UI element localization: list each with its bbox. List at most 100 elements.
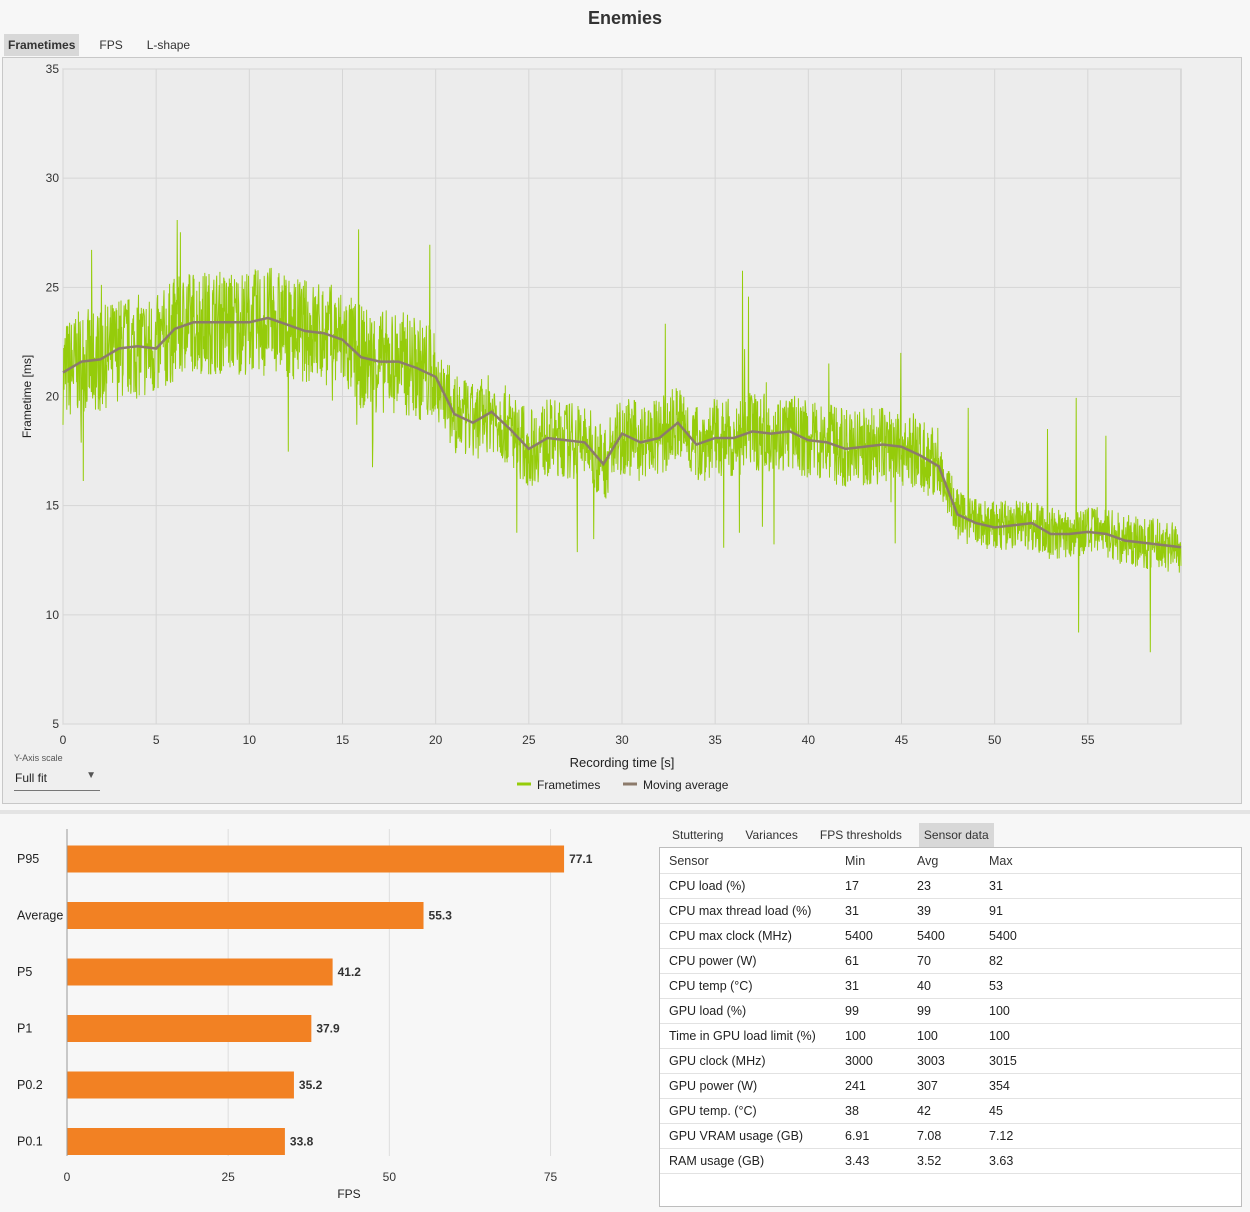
sensor-name: GPU load (%) — [660, 998, 836, 1024]
min-value: 31 — [836, 898, 908, 924]
min-value: 5400 — [836, 923, 908, 949]
table-row[interactable]: GPU load (%) 99 99 100 — [660, 998, 1241, 1024]
sensor-data-panel: Sensor Min Avg Max CPU load (%) 17 23 31 CPU… — [659, 847, 1242, 1207]
sensor-name: CPU max thread load (%) — [660, 898, 836, 924]
table-row[interactable]: GPU clock (MHz) 3000 3003 3015 — [660, 1048, 1241, 1074]
sensor-name: CPU temp (°C) — [660, 973, 836, 999]
x-axis-label: FPS — [337, 1187, 360, 1201]
x-tick-label: 5 — [153, 733, 160, 747]
min-value: 38 — [836, 1098, 908, 1124]
x-tick-label: 35 — [708, 733, 722, 747]
max-value: 31 — [980, 873, 1241, 899]
min-value: 61 — [836, 948, 908, 974]
table-row[interactable]: GPU VRAM usage (GB) 6.91 7.08 7.12 — [660, 1123, 1241, 1149]
sensor-table: Sensor Min Avg Max CPU load (%) 17 23 31 CPU… — [660, 848, 1241, 1174]
x-tick-label: 15 — [336, 733, 350, 747]
x-tick-label: 45 — [895, 733, 909, 747]
legend-label: Moving average — [643, 778, 729, 792]
bar-value-label: 35.2 — [299, 1078, 323, 1092]
max-value: 354 — [980, 1073, 1241, 1099]
table-row[interactable]: CPU power (W) 61 70 82 — [660, 948, 1241, 974]
x-tick-label: 40 — [802, 733, 816, 747]
max-value: 82 — [980, 948, 1241, 974]
tab-l-shape[interactable]: L-shape — [146, 38, 191, 52]
bar-value-label: 55.3 — [429, 909, 453, 923]
y-tick-label: 5 — [52, 717, 59, 731]
x-tick-label: 0 — [60, 733, 67, 747]
avg-value: 40 — [908, 973, 980, 999]
table-row[interactable]: GPU temp. (°C) 38 42 45 — [660, 1098, 1241, 1124]
x-tick-label: 20 — [429, 733, 443, 747]
y-tick-label: 15 — [46, 499, 60, 513]
table-row[interactable]: CPU load (%) 17 23 31 — [660, 873, 1241, 899]
bar-category-label: P0.2 — [17, 1078, 43, 1092]
sensor-name: GPU temp. (°C) — [660, 1098, 836, 1124]
table-row[interactable]: GPU power (W) 241 307 354 — [660, 1073, 1241, 1099]
tab-fps-thresholds[interactable]: FPS thresholds — [819, 828, 902, 842]
avg-value: 99 — [908, 998, 980, 1024]
table-header-row: Sensor Min Avg Max — [660, 848, 1241, 874]
x-tick-label: 75 — [544, 1170, 558, 1184]
min-value: 3.43 — [836, 1148, 908, 1174]
avg-value: 39 — [908, 898, 980, 924]
table-row[interactable]: CPU max thread load (%) 31 39 91 — [660, 898, 1241, 924]
max-value: 7.12 — [980, 1123, 1241, 1149]
avg-value: 7.08 — [908, 1123, 980, 1149]
bar-category-label: P1 — [17, 1022, 32, 1036]
tab-sensor-data[interactable]: Sensor data — [918, 823, 994, 847]
avg-value: 5400 — [908, 923, 980, 949]
tab-stuttering[interactable]: Stuttering — [672, 828, 724, 842]
y-tick-label: 35 — [46, 62, 60, 76]
x-tick-label: 25 — [221, 1170, 235, 1184]
table-row[interactable]: CPU max clock (MHz) 5400 5400 5400 — [660, 923, 1241, 949]
min-value: 6.91 — [836, 1123, 908, 1149]
column-header-sensor[interactable]: Sensor — [660, 848, 836, 874]
avg-value: 42 — [908, 1098, 980, 1124]
column-header-avg[interactable]: Avg — [908, 848, 980, 874]
bar-value-label: 77.1 — [569, 852, 593, 866]
max-value: 3015 — [980, 1048, 1241, 1074]
bar-category-label: Average — [17, 909, 63, 923]
max-value: 5400 — [980, 923, 1241, 949]
tab-frametimes[interactable]: Frametimes — [4, 34, 80, 56]
max-value: 3.63 — [980, 1148, 1241, 1174]
table-row[interactable]: RAM usage (GB) 3.43 3.52 3.63 — [660, 1148, 1241, 1174]
table-row[interactable]: CPU temp (°C) 31 40 53 — [660, 973, 1241, 999]
panel-divider[interactable] — [0, 810, 1250, 814]
avg-value: 100 — [908, 1023, 980, 1049]
sensor-name: CPU max clock (MHz) — [660, 923, 836, 949]
y-axis-scale-value: Full fit — [15, 771, 48, 785]
column-header-max[interactable]: Max — [980, 848, 1241, 874]
tab-variances[interactable]: Variances — [745, 828, 798, 842]
moving-average-series — [62, 316, 1182, 549]
bar — [67, 1071, 294, 1099]
column-header-min[interactable]: Min — [836, 848, 908, 874]
min-value: 31 — [836, 973, 908, 999]
y-tick-label: 10 — [46, 608, 60, 622]
bar-category-label: P0.1 — [17, 1135, 43, 1149]
min-value: 3000 — [836, 1048, 908, 1074]
y-tick-label: 30 — [46, 171, 60, 185]
stats-tabs: Stuttering Variances FPS thresholds Sens… — [667, 823, 1006, 847]
tab-fps[interactable]: FPS — [99, 38, 123, 52]
x-tick-label: 30 — [615, 733, 629, 747]
sensor-name: GPU power (W) — [660, 1073, 836, 1099]
y-tick-label: 20 — [46, 390, 60, 404]
max-value: 45 — [980, 1098, 1241, 1124]
x-tick-label: 55 — [1081, 733, 1095, 747]
bar-value-label: 37.9 — [316, 1022, 340, 1036]
chart-title: Enemies — [587, 8, 663, 28]
bar-value-label: 33.8 — [290, 1135, 314, 1149]
x-axis-label: Recording time [s] — [570, 755, 675, 770]
table-row[interactable]: Time in GPU load limit (%) 100 100 100 — [660, 1023, 1241, 1049]
bar — [67, 1015, 312, 1042]
y-axis-scale-dropdown[interactable]: Full fit ▼ — [14, 768, 100, 791]
bar — [67, 845, 565, 873]
x-tick-label: 0 — [64, 1170, 71, 1184]
fps-bar-chart: 0 25 50 75 P95 77.1 Average 55.3 P5 41.2 P1 37.9 P0.… — [17, 829, 593, 1201]
bar-category-label: P5 — [17, 965, 32, 979]
sensor-name: GPU clock (MHz) — [660, 1048, 836, 1074]
min-value: 17 — [836, 873, 908, 899]
bar-category-label: P95 — [17, 852, 39, 866]
